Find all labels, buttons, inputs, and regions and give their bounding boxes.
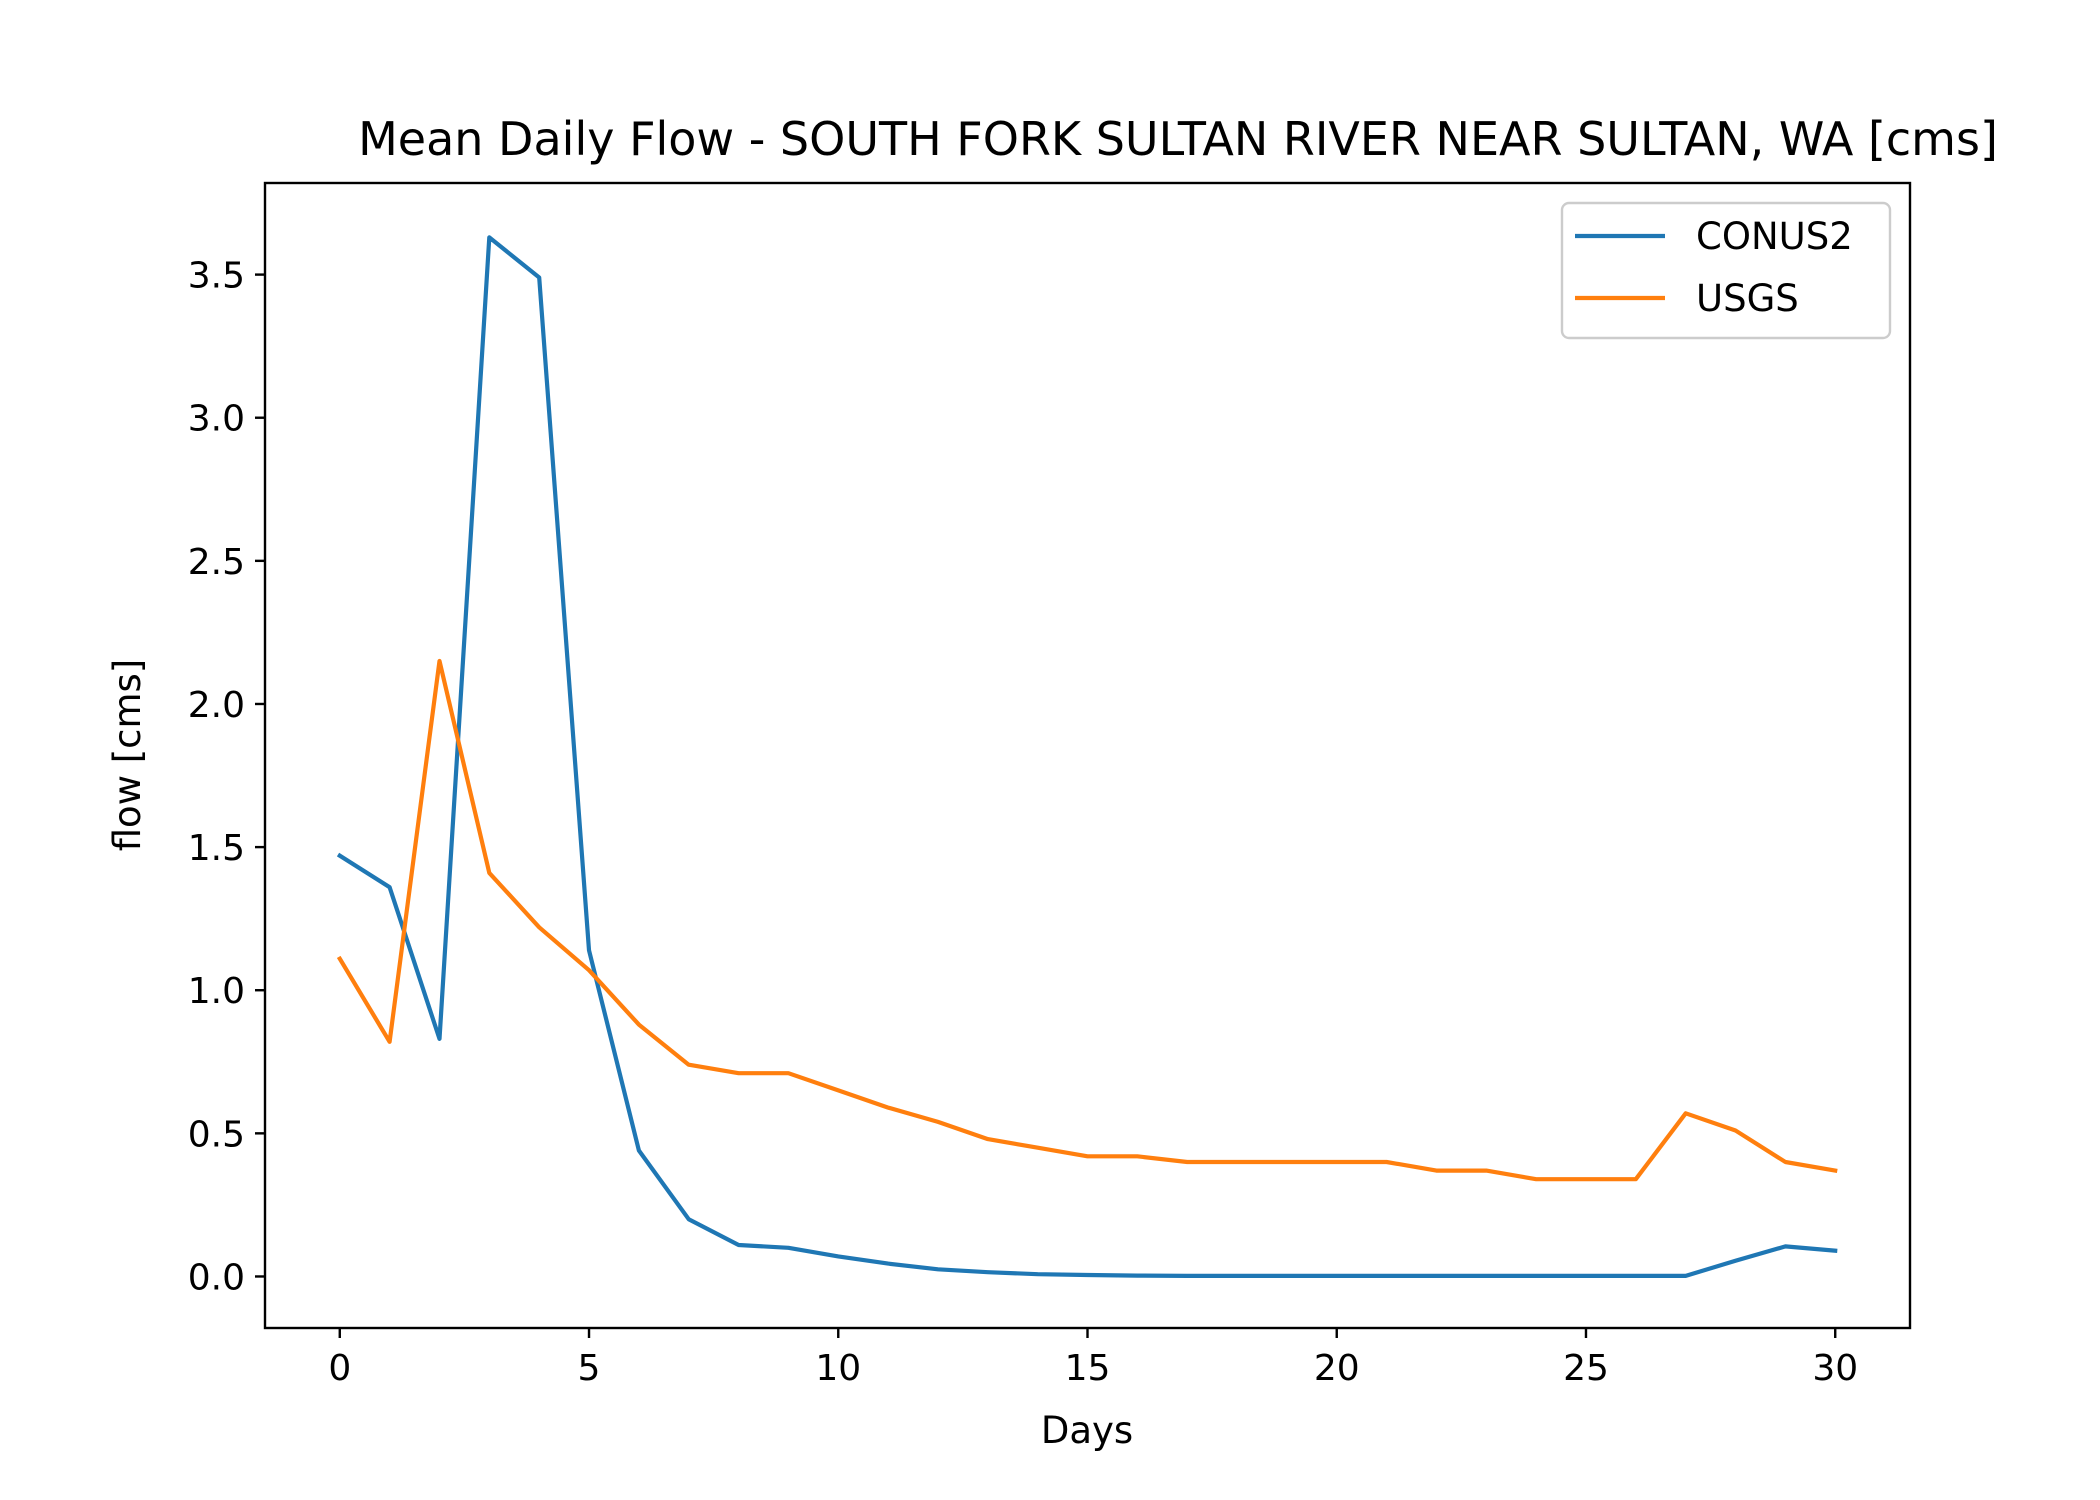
x-axis-ticks: 0 5 10 15 20 25 30 <box>328 1328 1858 1389</box>
x-tick-label: 15 <box>1065 1348 1111 1389</box>
y-tick-label: 3.0 <box>188 399 245 440</box>
y-tick-label: 3.5 <box>188 256 245 297</box>
series-layer <box>336 235 1838 1279</box>
x-axis-label: Days <box>1041 1409 1133 1452</box>
y-tick-label: 0.5 <box>188 1114 245 1155</box>
series-line-usgs <box>336 658 1838 1182</box>
x-tick-label: 10 <box>815 1348 861 1389</box>
series-line-conus2 <box>336 235 1838 1279</box>
chart-title: Mean Daily Flow - SOUTH FORK SULTAN RIVE… <box>358 112 1998 166</box>
x-tick-label: 30 <box>1812 1348 1858 1389</box>
legend-label-usgs: USGS <box>1696 277 1799 320</box>
legend-label-conus2: CONUS2 <box>1696 215 1853 258</box>
x-tick-label: 20 <box>1314 1348 1360 1389</box>
x-tick-label: 5 <box>578 1348 601 1389</box>
y-tick-label: 0.0 <box>188 1257 245 1298</box>
x-tick-label: 25 <box>1563 1348 1609 1389</box>
x-tick-label: 0 <box>328 1348 351 1389</box>
y-tick-label: 2.5 <box>188 542 245 583</box>
y-tick-label: 1.5 <box>188 828 245 869</box>
legend: CONUS2 USGS <box>1560 201 1892 340</box>
y-axis-label: flow [cms] <box>106 659 149 852</box>
y-axis-ticks: 0.0 0.5 1.0 1.5 2.0 2.5 3.0 3.5 <box>188 256 265 1298</box>
y-tick-label: 1.0 <box>188 971 245 1012</box>
y-tick-label: 2.0 <box>188 685 245 726</box>
